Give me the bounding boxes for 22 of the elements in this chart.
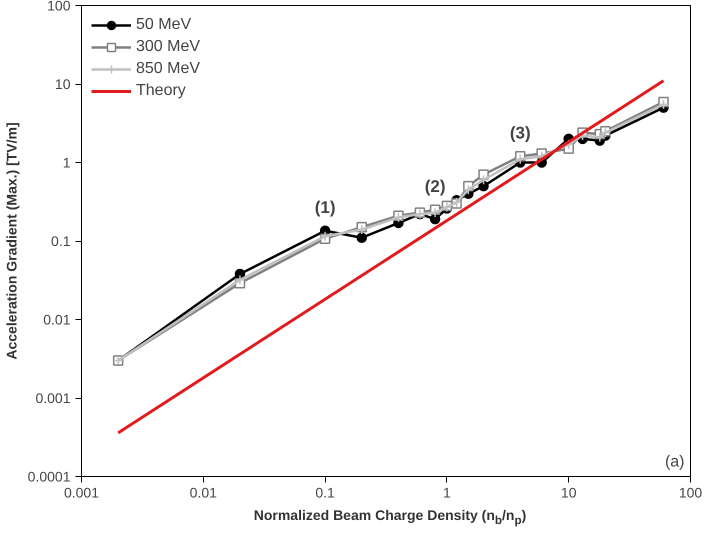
x-tick-label: 10 <box>560 484 577 500</box>
annotation: (3) <box>510 123 531 142</box>
legend-label: 850 MeV <box>136 60 200 78</box>
y-tick-label: 100 <box>47 0 71 14</box>
annotation: (a) <box>664 454 685 470</box>
y-tick-label: 1 <box>62 154 71 170</box>
x-axis-title: Normalized Beam Charge Density (n$_{b}$/n$_{p}$) <box>254 506 526 529</box>
y-tick-label: 0.001 <box>35 390 71 406</box>
annotation: (1) <box>314 198 336 217</box>
x-tick-label: 0.01 <box>190 484 218 500</box>
y-tick-label: 0.0001 <box>28 468 71 484</box>
x-tick-label: 0.1 <box>315 484 336 500</box>
y-tick-label: 0.1 <box>51 233 71 249</box>
legend-label: Theory <box>136 82 186 100</box>
legend-label: 300 MeV <box>136 38 200 56</box>
y-tick-label: 0.01 <box>43 312 71 328</box>
legend-label: 50 MeV <box>136 16 192 34</box>
y-axis-title: Acceleration Gradient (Max.) [TV/m] <box>4 122 20 360</box>
x-tick-label: 1 <box>443 484 452 500</box>
y-tick-label: 10 <box>54 76 71 92</box>
x-tick-label: 100 <box>678 484 702 500</box>
annotation: (2) <box>424 176 446 196</box>
